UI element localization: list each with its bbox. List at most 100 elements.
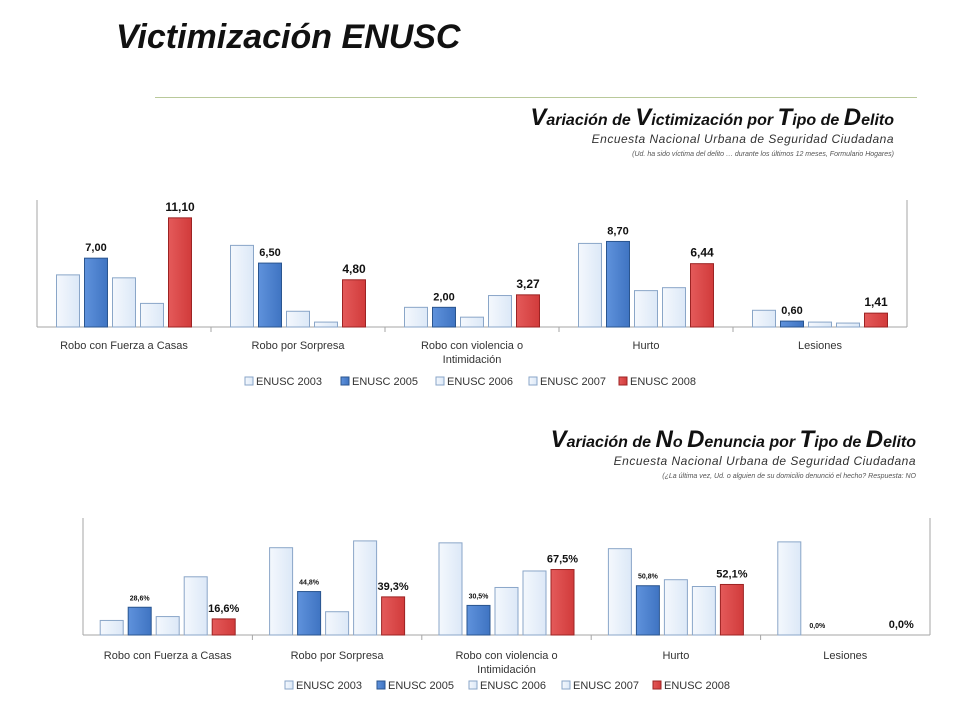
data-label: 3,27	[516, 277, 540, 291]
category-label: Lesiones	[798, 340, 843, 352]
data-label: 28,6%	[130, 595, 151, 602]
legend-label: ENUSC 2008	[664, 680, 730, 692]
legend-label: ENUSC 2003	[296, 680, 362, 692]
bar-enusc-2008	[516, 294, 540, 328]
bar-enusc-2007	[314, 321, 338, 328]
legend-label: ENUSC 2006	[447, 376, 513, 388]
bar-enusc-2006	[663, 579, 688, 636]
bar-enusc-2003	[99, 619, 124, 636]
bar-enusc-2005	[127, 606, 152, 636]
legend-swatch	[340, 376, 350, 386]
data-label: 6,50	[259, 247, 280, 259]
category-label: Robo por Sorpresa	[252, 340, 346, 352]
data-label: 44,8%	[299, 580, 320, 587]
bar-enusc-2007	[140, 302, 164, 328]
bar-enusc-2003	[230, 244, 254, 328]
bar-enusc-2005	[635, 585, 660, 636]
bar-enusc-2003	[269, 547, 294, 636]
chart-2-subtitle: Encuesta Nacional Urbana de Seguridad Ci…	[613, 454, 916, 468]
legend-label: ENUSC 2005	[352, 376, 418, 388]
data-label: 67,5%	[547, 554, 578, 566]
legend-swatch	[561, 680, 571, 690]
data-label: 1,41	[864, 295, 888, 309]
title-divider	[155, 97, 917, 98]
bar-enusc-2006	[808, 321, 832, 328]
bar-enusc-2007	[183, 576, 208, 636]
bar-enusc-2003	[752, 309, 776, 328]
bar-enusc-2007	[691, 586, 716, 636]
bar-enusc-2008	[381, 596, 406, 636]
bar-enusc-2005	[297, 591, 322, 636]
bar-enusc-2005	[258, 262, 282, 328]
category-label: Robo con violencia o Intimidación	[421, 340, 523, 366]
category-label: Robo por Sorpresa	[291, 650, 385, 662]
data-label: 6,44	[690, 246, 714, 260]
chart-1-note: (Ud. ha sido víctima del delito … durant…	[632, 151, 894, 158]
data-label: 50,8%	[638, 574, 659, 581]
legend-label: ENUSC 2006	[480, 680, 546, 692]
bar-enusc-2008	[719, 583, 744, 636]
bar-enusc-2006	[460, 316, 484, 328]
bar-enusc-2003	[438, 542, 463, 636]
legend-swatch	[618, 376, 628, 386]
data-label: 2,00	[433, 291, 454, 303]
category-label: Lesiones	[823, 650, 868, 662]
category-label: Robo con violencia o Intimidación	[455, 650, 557, 676]
bar-enusc-2008	[211, 618, 236, 636]
legend-label: ENUSC 2007	[573, 680, 639, 692]
bar-enusc-2008	[168, 217, 192, 328]
bar-enusc-2003	[777, 541, 802, 636]
category-label: Robo con Fuerza a Casas	[60, 340, 188, 352]
data-label: 8,70	[607, 225, 628, 237]
bar-enusc-2007	[488, 295, 512, 328]
bar-enusc-2007	[353, 540, 378, 636]
legend-swatch	[376, 680, 386, 690]
page-title: Victimización ENUSC	[116, 18, 461, 56]
data-label: 0,60	[781, 305, 802, 317]
data-label: 11,10	[165, 200, 195, 214]
legend-swatch	[435, 376, 445, 386]
legend-swatch	[284, 680, 294, 690]
chart-2-heading: Variación de No Denuncia por Tipo de Del…	[550, 426, 916, 453]
bar-enusc-2008	[864, 312, 888, 328]
legend-swatch	[244, 376, 254, 386]
legend-label: ENUSC 2007	[540, 376, 606, 388]
bar-enusc-2005	[84, 257, 108, 328]
bar-enusc-2006	[494, 586, 519, 636]
data-label: 52,1%	[716, 568, 747, 580]
bar-enusc-2006	[286, 310, 310, 328]
data-label: 0,0%	[889, 619, 914, 631]
legend-swatch	[528, 376, 538, 386]
category-label: Hurto	[633, 340, 660, 352]
bar-enusc-2005	[466, 604, 491, 636]
bar-enusc-2005	[432, 306, 456, 328]
data-label: 16,6%	[208, 603, 239, 615]
chart-1-subtitle: Encuesta Nacional Urbana de Seguridad Ci…	[591, 132, 894, 146]
bar-enusc-2007	[662, 287, 686, 328]
bar-enusc-2007	[836, 322, 860, 328]
bar-enusc-2008	[690, 263, 714, 328]
bar-enusc-2003	[578, 242, 602, 328]
legend-swatch	[652, 680, 662, 690]
data-label: 0,0%	[809, 623, 826, 630]
legend-label: ENUSC 2005	[388, 680, 454, 692]
bar-enusc-2008	[550, 569, 575, 636]
bar-enusc-2005	[780, 320, 804, 328]
chart-1-heading: Variación de Victimización por Tipo de D…	[530, 104, 894, 131]
bar-enusc-2003	[56, 274, 80, 328]
legend-swatch	[468, 680, 478, 690]
bar-enusc-2007	[522, 570, 547, 636]
chart-2-note: (¿La última vez, Ud. o alguien de su dom…	[662, 473, 916, 480]
bar-enusc-2006	[155, 616, 180, 636]
bar-enusc-2003	[404, 306, 428, 328]
bar-enusc-2006	[634, 290, 658, 328]
category-label: Hurto	[662, 650, 689, 662]
bar-enusc-2006	[112, 277, 136, 328]
data-label: 4,80	[342, 262, 366, 276]
bar-enusc-2003	[607, 548, 632, 636]
bar-enusc-2006	[325, 611, 350, 636]
data-label: 30,5%	[469, 593, 490, 600]
data-label: 39,3%	[377, 581, 408, 593]
